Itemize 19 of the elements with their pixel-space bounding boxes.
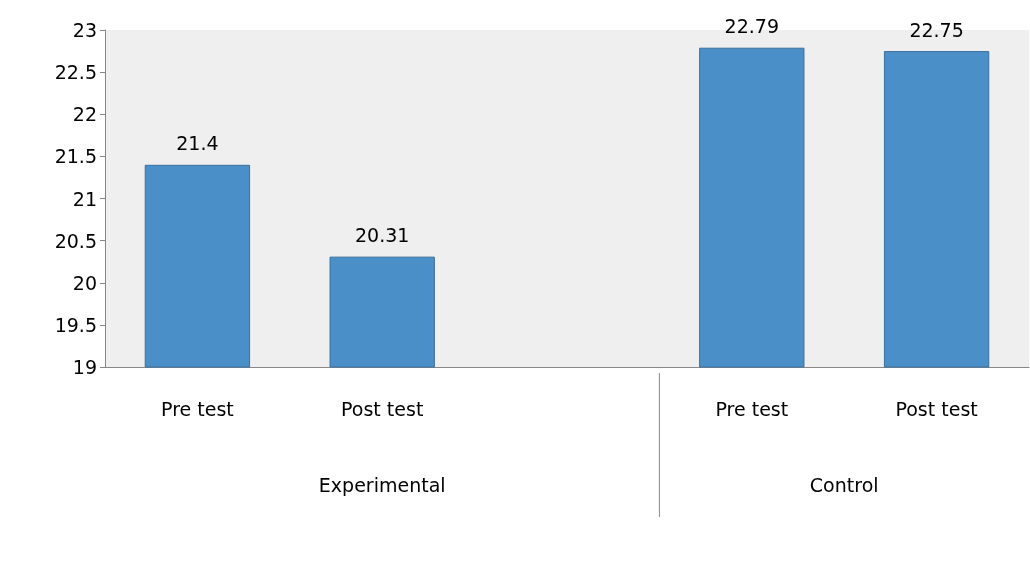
data-label: 20.31 (355, 224, 410, 247)
text: Experimental (318, 474, 446, 496)
x-tick-label: Post test (895, 397, 978, 420)
x-tick-label: Pre test (715, 397, 789, 420)
y-tick-label: 21 (72, 187, 97, 210)
y-tick-label: 19.5 (54, 313, 97, 336)
data-label: 22.79 (724, 15, 779, 38)
x-tick-label: Pre test (161, 397, 234, 420)
y-tick-label: 23 (72, 19, 97, 41)
y-tick-label: 21.5 (54, 145, 97, 168)
y-tick-label: 22.5 (54, 61, 97, 84)
y-tick-label: 20 (72, 271, 97, 294)
y-tick-label: 22 (72, 103, 97, 126)
text: Control (809, 474, 879, 496)
data-label: 22.75 (909, 18, 964, 41)
y-tick-label: 20.5 (54, 229, 97, 252)
x-tick-label: Post test (341, 397, 424, 420)
y-tick-label: 19 (72, 356, 97, 378)
data-label: 21.4 (176, 132, 219, 155)
